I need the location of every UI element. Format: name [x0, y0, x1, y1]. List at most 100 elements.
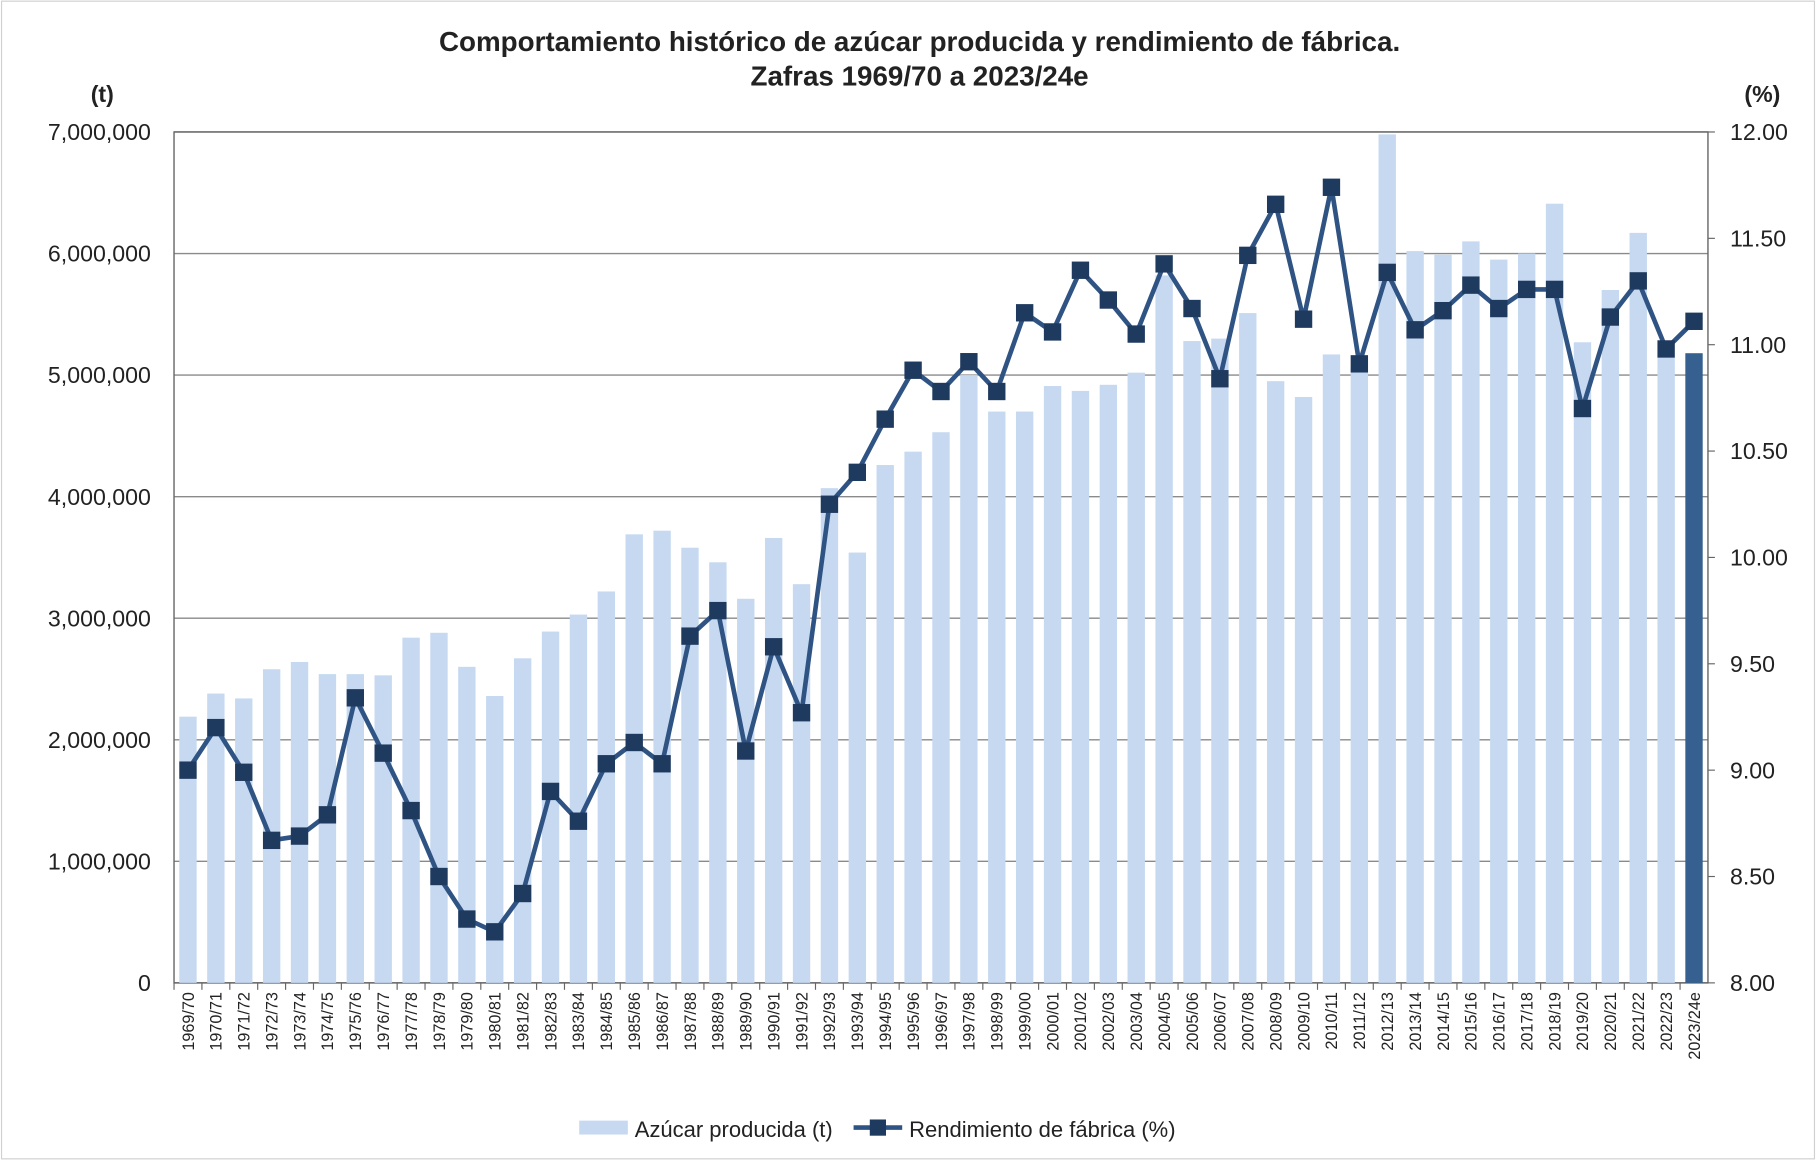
- bar: [1685, 353, 1703, 983]
- y-tick-label: 4,000,000: [48, 484, 151, 510]
- x-tick-label: 2000/01: [1044, 992, 1062, 1051]
- x-tick-label: 2019/20: [1574, 992, 1592, 1051]
- bar: [1183, 341, 1201, 983]
- x-tick-label: 2005/06: [1184, 992, 1202, 1051]
- y-tick-label: 6,000,000: [48, 241, 151, 267]
- bar: [1657, 356, 1675, 983]
- bar: [1406, 251, 1424, 983]
- line-marker: [1462, 276, 1480, 294]
- line-marker: [792, 704, 811, 722]
- bar: [1601, 290, 1620, 983]
- x-tick-label: 2009/10: [1295, 992, 1313, 1051]
- line-marker: [597, 755, 616, 773]
- bar: [486, 696, 504, 983]
- chart-title: Comportamiento histórico de azúcar produ…: [439, 26, 1400, 57]
- x-tick-label: 2004/05: [1156, 992, 1174, 1051]
- bar: [848, 552, 867, 983]
- x-tick-label: 1995/96: [905, 992, 923, 1051]
- bar: [513, 658, 532, 983]
- x-tick-label: 1979/80: [459, 992, 477, 1051]
- line-marker: [764, 638, 783, 656]
- line-marker: [541, 782, 560, 801]
- line-marker: [709, 601, 727, 620]
- x-tick-label: 1991/92: [793, 992, 811, 1051]
- x-tick-label: 1977/78: [403, 992, 421, 1051]
- bar: [820, 488, 839, 983]
- line-marker: [458, 910, 476, 928]
- x-tick-label: 1997/98: [961, 992, 979, 1051]
- x-tick-label: 2007/08: [1240, 992, 1258, 1051]
- bar: [569, 614, 588, 983]
- line-marker: [346, 689, 364, 707]
- y2-tick-label: 12.00: [1730, 119, 1788, 145]
- x-tick-label: 2003/04: [1128, 992, 1146, 1051]
- bar: [318, 674, 337, 983]
- line-marker: [1545, 280, 1564, 299]
- chart-subtitle: Zafras 1969/70 a 2023/24e: [751, 61, 1089, 92]
- x-tick-label: 2001/02: [1072, 992, 1090, 1051]
- bar: [262, 669, 281, 983]
- line-marker: [374, 744, 392, 762]
- bar: [1490, 259, 1508, 983]
- line-marker: [1127, 325, 1145, 343]
- bar: [1266, 381, 1285, 983]
- bar: [1462, 241, 1480, 983]
- x-tick-label: 1989/90: [738, 992, 756, 1051]
- line-marker: [402, 801, 420, 820]
- x-tick-label: 2012/13: [1379, 992, 1397, 1051]
- line-marker: [430, 867, 448, 886]
- x-tick-label: 2013/14: [1407, 992, 1425, 1051]
- bar: [876, 465, 894, 983]
- y2-tick-label: 11.50: [1730, 225, 1786, 251]
- x-tick-label: 2021/22: [1630, 992, 1648, 1051]
- legend-label: Rendimiento de fábrica (%): [909, 1117, 1175, 1142]
- bar: [792, 584, 811, 983]
- bar: [1294, 396, 1313, 983]
- line-marker: [1406, 321, 1424, 339]
- line-marker: [290, 827, 309, 845]
- x-tick-label: 1982/83: [542, 992, 560, 1051]
- bar: [290, 661, 309, 983]
- x-tick-label: 2020/21: [1602, 992, 1620, 1051]
- bar: [625, 534, 643, 983]
- line-marker: [876, 410, 894, 428]
- line-marker: [1239, 246, 1257, 265]
- y2-tick-label: 10.00: [1730, 545, 1788, 571]
- x-tick-label: 2016/17: [1491, 992, 1509, 1051]
- bar: [1099, 384, 1118, 983]
- bar: [709, 562, 727, 983]
- line-marker: [848, 463, 867, 482]
- line-marker: [1322, 178, 1341, 196]
- line-marker: [653, 755, 671, 773]
- line-marker: [1183, 299, 1201, 318]
- x-tick-label: 1970/71: [208, 992, 226, 1051]
- line-marker: [1601, 308, 1620, 326]
- x-tick-label: 1988/89: [710, 992, 728, 1051]
- x-tick-label: 1975/76: [347, 992, 365, 1051]
- line-marker: [1211, 370, 1229, 388]
- y2-tick-label: 8.50: [1730, 864, 1775, 890]
- x-tick-label: 2022/23: [1658, 992, 1676, 1051]
- line-marker: [1071, 261, 1090, 279]
- legend: Azúcar producida (t) Rendimiento de fábri…: [579, 1117, 1176, 1142]
- y2-tick-label: 8.00: [1730, 970, 1775, 996]
- line-marker: [1099, 291, 1118, 309]
- x-tick-label: 1981/82: [514, 992, 532, 1051]
- x-tick-label: 1994/95: [877, 992, 895, 1051]
- bar: [1545, 203, 1564, 983]
- line-marker: [1294, 310, 1313, 328]
- line-marker: [988, 382, 1006, 401]
- x-tick-label: 1974/75: [319, 992, 337, 1051]
- bar: [1573, 342, 1592, 983]
- x-tick-label: 1980/81: [487, 992, 505, 1051]
- bar: [597, 591, 616, 983]
- x-tick-label: 2008/09: [1267, 992, 1285, 1051]
- bar: [904, 451, 922, 983]
- bar: [1350, 366, 1369, 983]
- bar: [764, 537, 783, 983]
- bar: [458, 666, 476, 983]
- x-tick-label: 1972/73: [263, 992, 281, 1051]
- line-marker: [1434, 301, 1452, 320]
- x-tick-label: 1969/70: [180, 992, 198, 1051]
- line-marker: [1573, 399, 1592, 418]
